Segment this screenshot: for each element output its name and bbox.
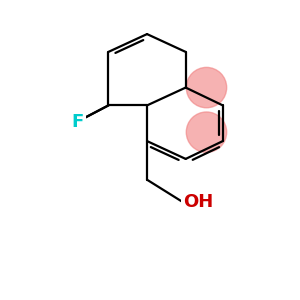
Text: OH: OH — [183, 193, 213, 211]
Circle shape — [186, 68, 227, 108]
Circle shape — [186, 112, 227, 152]
Text: F: F — [71, 113, 83, 131]
